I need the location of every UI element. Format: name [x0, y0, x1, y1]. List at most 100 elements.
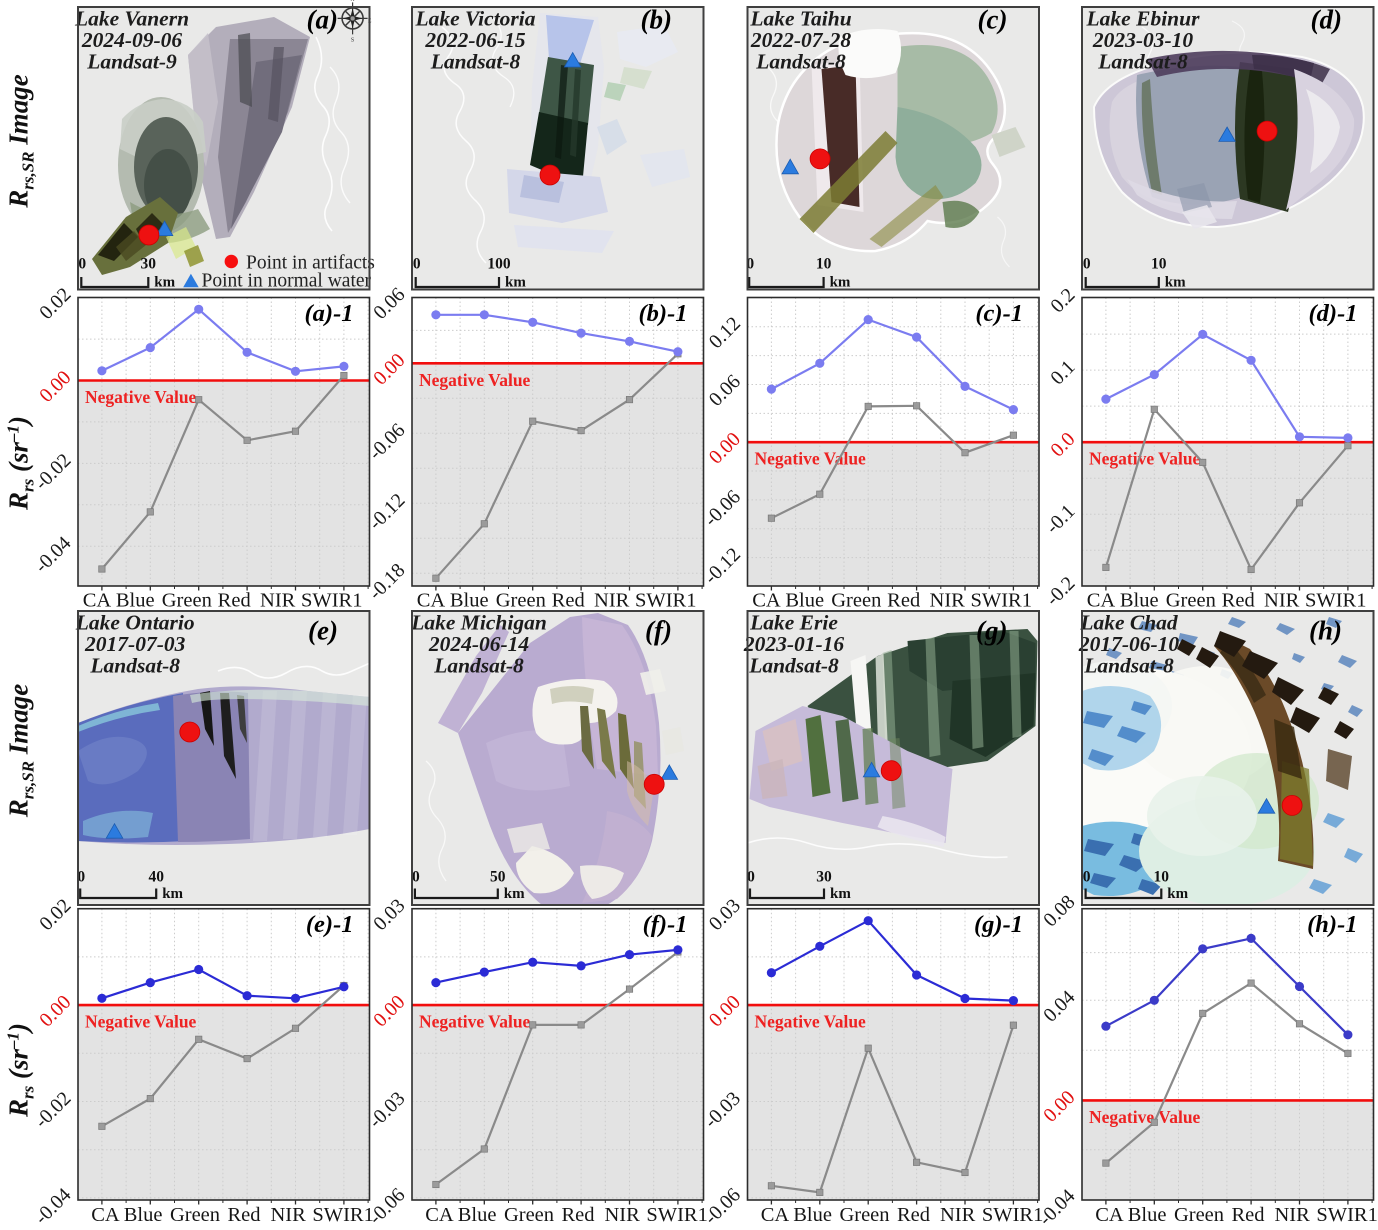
svg-text:Negative Value: Negative Value: [85, 387, 197, 407]
svg-text:Red: Red: [1222, 590, 1255, 612]
svg-text:Lake Erie: Lake Erie: [749, 611, 838, 635]
svg-text:40: 40: [148, 869, 164, 886]
svg-text:Landsat-8: Landsat-8: [89, 654, 180, 678]
svg-text:Blue: Blue: [450, 590, 489, 612]
svg-text:Red: Red: [1231, 1204, 1264, 1225]
svg-text:Rrs,SR Image: Rrs,SR Image: [4, 684, 38, 819]
svg-text:CA: CA: [1087, 590, 1116, 612]
svg-text:2022-06-15: 2022-06-15: [424, 28, 526, 52]
svg-text:SWIR1: SWIR1: [635, 590, 697, 612]
svg-text:CA: CA: [91, 1204, 120, 1225]
svg-text:NIR: NIR: [604, 1204, 640, 1225]
svg-text:km: km: [830, 275, 851, 291]
svg-text:Negative Value: Negative Value: [755, 1012, 867, 1032]
svg-text:Landsat-8: Landsat-8: [755, 50, 846, 74]
svg-text:CA: CA: [417, 590, 446, 612]
svg-text:SWIR1: SWIR1: [646, 1204, 708, 1225]
svg-text:NIR: NIR: [1264, 590, 1300, 612]
svg-text:Red: Red: [227, 1204, 260, 1225]
svg-text:2022-07-28: 2022-07-28: [750, 28, 852, 52]
svg-text:Landsat-8: Landsat-8: [430, 50, 521, 74]
svg-text:km: km: [1167, 886, 1188, 902]
svg-text:10: 10: [1154, 869, 1170, 886]
svg-text:km: km: [505, 275, 526, 291]
svg-text:Blue: Blue: [458, 1204, 497, 1225]
svg-text:Negative Value: Negative Value: [1089, 449, 1201, 469]
svg-text:km: km: [504, 886, 525, 902]
svg-text:SWIR1: SWIR1: [1305, 590, 1367, 612]
svg-text:Landsat-8: Landsat-8: [1083, 654, 1174, 678]
svg-text:km: km: [1165, 275, 1186, 291]
svg-text:N: N: [350, 0, 355, 3]
svg-text:30: 30: [141, 256, 157, 273]
svg-text:50: 50: [490, 869, 506, 886]
svg-text:(d)-1: (d)-1: [1309, 300, 1358, 327]
svg-text:Red: Red: [561, 1204, 594, 1225]
svg-text:0: 0: [78, 256, 86, 273]
svg-text:NIR: NIR: [594, 590, 630, 612]
svg-text:Landsat-8: Landsat-8: [1097, 50, 1188, 74]
svg-text:2017-07-03: 2017-07-03: [84, 632, 186, 656]
svg-text:Green: Green: [839, 1204, 889, 1225]
svg-text:NIR: NIR: [1274, 1204, 1310, 1225]
svg-text:Green: Green: [162, 590, 212, 612]
svg-text:CA: CA: [761, 1204, 790, 1225]
svg-text:SWIR1: SWIR1: [970, 590, 1032, 612]
svg-text:10: 10: [1151, 256, 1167, 273]
svg-text:Green: Green: [1166, 590, 1216, 612]
svg-text:SWIR1: SWIR1: [1316, 1204, 1378, 1225]
svg-text:Negative Value: Negative Value: [755, 449, 867, 469]
svg-text:(d): (d): [1311, 5, 1342, 35]
svg-text:Green: Green: [831, 590, 881, 612]
svg-text:CA: CA: [752, 590, 781, 612]
svg-text:(b)-1: (b)-1: [639, 300, 688, 327]
svg-text:NIR: NIR: [260, 590, 296, 612]
svg-text:2023-01-16: 2023-01-16: [743, 632, 845, 656]
svg-text:(e)-1: (e)-1: [306, 911, 354, 938]
svg-text:Blue: Blue: [793, 1204, 832, 1225]
svg-text:Blue: Blue: [785, 590, 824, 612]
svg-text:(c)-1: (c)-1: [975, 300, 1023, 327]
svg-text:100: 100: [487, 256, 511, 273]
svg-text:0: 0: [747, 869, 755, 886]
svg-text:CA: CA: [1095, 1204, 1124, 1225]
svg-text:0: 0: [1083, 256, 1091, 273]
svg-text:Blue: Blue: [1120, 590, 1159, 612]
svg-text:km: km: [830, 886, 851, 902]
svg-text:2023-03-10: 2023-03-10: [1092, 28, 1194, 52]
svg-text:(g): (g): [976, 616, 1007, 646]
svg-text:CA: CA: [83, 590, 112, 612]
svg-text:Landsat-9: Landsat-9: [86, 50, 177, 74]
svg-text:Blue: Blue: [1128, 1204, 1167, 1225]
svg-text:(e): (e): [308, 616, 338, 646]
svg-text:Rrs (sr–1): Rrs (sr–1): [4, 1023, 38, 1118]
svg-text:SWIR1: SWIR1: [982, 1204, 1044, 1225]
svg-text:SWIR1: SWIR1: [301, 590, 363, 612]
svg-text:Lake Vanern: Lake Vanern: [74, 7, 189, 31]
svg-text:Point in normal water: Point in normal water: [202, 270, 372, 291]
svg-text:Red: Red: [218, 590, 251, 612]
svg-text:0: 0: [1083, 869, 1091, 886]
svg-text:(g)-1: (g)-1: [974, 911, 1023, 938]
svg-text:NIR: NIR: [270, 1204, 306, 1225]
svg-text:Lake Taihu: Lake Taihu: [749, 7, 851, 31]
svg-text:CA: CA: [425, 1204, 454, 1225]
svg-text:0: 0: [746, 256, 754, 273]
svg-text:30: 30: [816, 869, 832, 886]
svg-text:0: 0: [77, 869, 85, 886]
svg-text:10: 10: [816, 256, 832, 273]
svg-text:2024-06-14: 2024-06-14: [428, 632, 530, 656]
svg-text:Negative Value: Negative Value: [419, 370, 531, 390]
svg-text:2017-06-10: 2017-06-10: [1078, 632, 1180, 656]
svg-text:Landsat-8: Landsat-8: [748, 654, 839, 678]
svg-text:Blue: Blue: [116, 590, 155, 612]
svg-text:2024-09-06: 2024-09-06: [81, 28, 183, 52]
svg-text:(f): (f): [645, 616, 672, 646]
svg-text:Landsat-8: Landsat-8: [433, 654, 524, 678]
svg-text:Green: Green: [1174, 1204, 1224, 1225]
svg-text:SWIR1: SWIR1: [312, 1204, 374, 1225]
svg-text:0: 0: [412, 869, 420, 886]
svg-text:Negative Value: Negative Value: [1089, 1107, 1201, 1127]
svg-text:Green: Green: [504, 1204, 554, 1225]
svg-text:NIR: NIR: [930, 590, 966, 612]
